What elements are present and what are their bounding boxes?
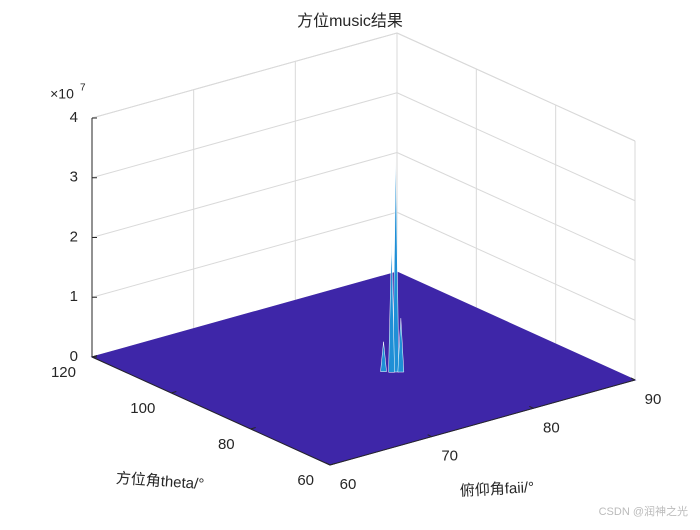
peak <box>397 318 405 373</box>
x-tick <box>329 463 336 466</box>
y-axis <box>329 379 636 466</box>
y-tick <box>630 377 636 381</box>
z-tick-label: 4 <box>70 109 78 126</box>
x-tick-label: 80 <box>218 436 235 453</box>
grid-line <box>91 152 398 238</box>
x-axis <box>91 356 331 466</box>
y-tick-label: 80 <box>543 419 560 436</box>
x-tick <box>250 427 256 430</box>
z-tick-label: 0 <box>70 348 78 365</box>
grid-line <box>91 211 398 298</box>
peak <box>392 156 400 373</box>
y-tick <box>529 405 534 409</box>
x-tick-label: 120 <box>51 364 76 381</box>
chart-title: 方位music结果 <box>297 12 403 30</box>
x-tick <box>91 355 98 358</box>
y-tick-label: 60 <box>340 476 357 493</box>
y-tick-label: 70 <box>441 448 458 465</box>
y-axis-label: 俯仰角faii/° <box>459 479 534 500</box>
grid-line <box>91 92 398 179</box>
grid-line <box>396 152 636 261</box>
grid-line <box>396 211 636 321</box>
y-tick <box>325 462 331 466</box>
peak <box>388 240 395 373</box>
x-axis-label: 方位角theta/° <box>115 470 205 493</box>
grid-line <box>396 92 636 202</box>
grid-line <box>91 32 398 119</box>
x-tick <box>171 391 177 394</box>
z-tick-label: 2 <box>70 228 78 245</box>
z-exponent: 7 <box>80 83 86 94</box>
x-tick-label: 100 <box>130 400 155 417</box>
watermark: CSDN @润神之光 <box>599 504 688 518</box>
y-tick-label: 90 <box>645 391 662 408</box>
z-tick-label: 3 <box>70 169 78 186</box>
x-tick-label: 60 <box>297 472 314 489</box>
peak <box>380 341 387 372</box>
y-tick <box>427 434 432 438</box>
z-multiplier: ×10 <box>50 86 74 102</box>
grid-line <box>396 32 636 142</box>
z-tick-label: 1 <box>70 288 78 305</box>
